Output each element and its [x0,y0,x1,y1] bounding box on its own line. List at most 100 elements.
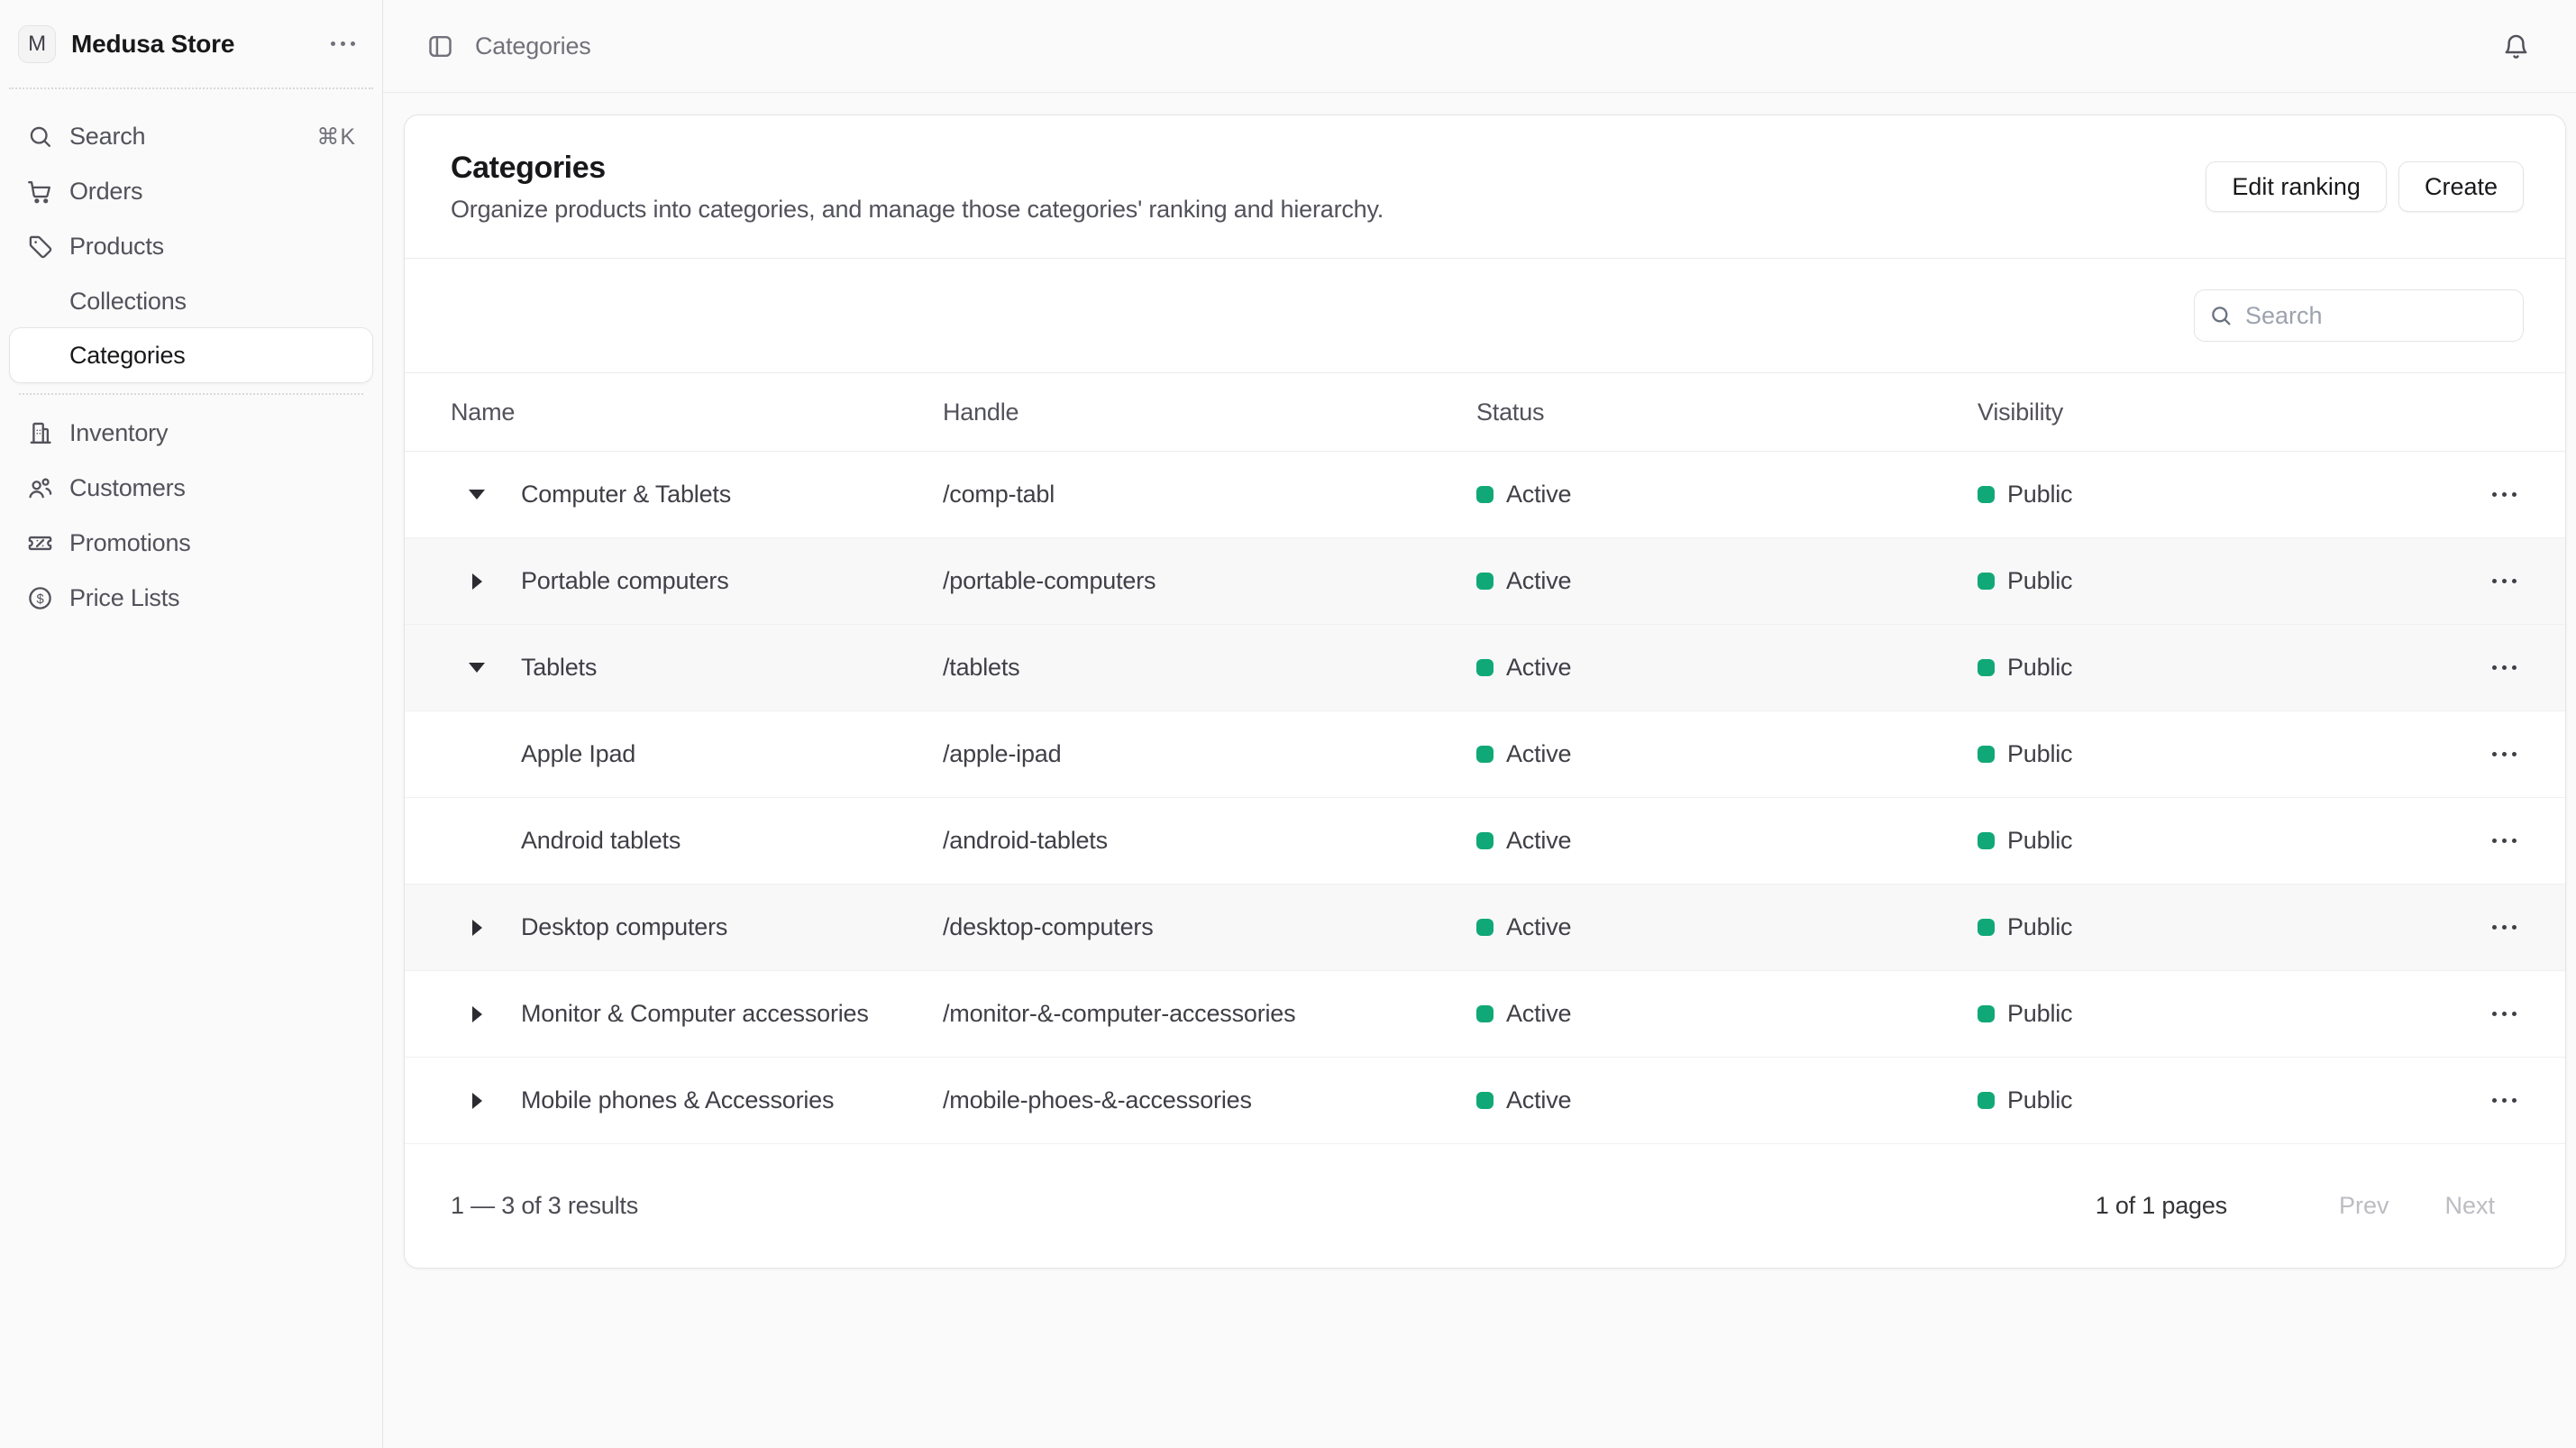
triangle-right-icon [471,1005,482,1022]
actions-cell [2430,741,2565,767]
row-actions-button[interactable] [2485,914,2524,940]
row-actions-button[interactable] [2485,568,2524,594]
triangle-down-icon [469,663,485,673]
visibility-cell: Public [1978,827,2430,855]
sidebar-item-promotions[interactable]: Promotions [10,516,372,571]
category-name-cell: Apple Ipad [405,740,943,768]
table-search[interactable] [2194,289,2524,342]
status-cell: Active [1476,1086,1978,1114]
notifications-button[interactable] [2496,26,2536,67]
row-actions-button[interactable] [2485,1087,2524,1113]
table-header: Name Handle Status Visibility [405,373,2565,452]
status-dot-icon [1476,1092,1494,1109]
store-avatar: M [18,24,56,63]
edit-ranking-button[interactable]: Edit ranking [2206,161,2387,212]
status-dot-icon [1476,919,1494,936]
ellipsis-dot [2512,665,2517,670]
sidebar-item-inventory[interactable]: Inventory [10,406,372,461]
status-dot-icon [1476,573,1494,590]
sidebar-divider [9,87,373,89]
store-header[interactable]: M Medusa Store [0,0,382,87]
expand-toggle-button[interactable] [467,663,487,673]
prev-page-button[interactable]: Prev [2338,1192,2389,1219]
search-icon [30,126,50,147]
visibility-cell: Public [1978,1086,2430,1114]
sidebar-item-customers[interactable]: Customers [10,461,372,516]
ellipsis-dot [2512,925,2517,930]
ellipsis-dot [341,41,345,46]
table-row[interactable]: Desktop computers/desktop-computers Activ… [405,884,2565,971]
visibility-cell: Public [1978,567,2430,595]
ellipsis-dot [2502,1012,2507,1016]
ellipsis-dot [2502,839,2507,843]
status-cell: Active [1476,827,1978,855]
sidebar-toggle-button[interactable] [420,26,461,67]
row-actions-button[interactable] [2485,828,2524,854]
table-row[interactable]: Portable computers/portable-computers Act… [405,538,2565,625]
ellipsis-dot [2492,492,2497,497]
status-label: Active [1506,913,1572,940]
status-label: Active [1506,654,1572,681]
sidebar-divider [19,393,363,395]
category-name: Desktop computers [521,913,728,940]
expand-toggle-button[interactable] [467,490,487,499]
visibility-dot-icon [1978,1005,1995,1022]
content: Categories Organize products into catego… [383,93,2576,1448]
row-actions-button[interactable] [2485,481,2524,508]
sidebar-item-categories[interactable]: Categories [10,328,372,382]
visibility-cell: Public [1978,481,2430,509]
sidebar-item-label: Categories [69,341,186,369]
row-actions-button[interactable] [2485,1001,2524,1027]
table-row[interactable]: Android tablets/android-tablets Active Pub… [405,798,2565,884]
triangle-right-icon [471,919,482,936]
table-row[interactable]: Tablets/tablets Active Public [405,625,2565,711]
ellipsis-dot [2502,665,2507,670]
category-handle: /monitor-&-computer-accessories [943,1000,1296,1027]
expand-toggle-button[interactable] [467,919,487,936]
expand-toggle-button[interactable] [467,1092,487,1109]
ellipsis-dot [2492,752,2497,756]
visibility-dot-icon [1978,746,1995,763]
visibility-label: Public [2007,654,2073,681]
create-button[interactable]: Create [2398,161,2524,212]
ellipsis-dot [351,41,355,46]
search-input[interactable] [2245,301,2509,330]
table-row[interactable]: Mobile phones & Accessories/mobile-phoes… [405,1058,2565,1144]
sidebar-item-orders[interactable]: Orders [10,164,372,219]
row-actions-button[interactable] [2485,741,2524,767]
price-list-icon: $ [29,587,51,609]
svg-text:$: $ [37,592,45,607]
table-body: Computer & Tablets/comp-tabl Active Public… [405,452,2565,1144]
sidebar-item-products[interactable]: Products [10,219,372,274]
page-description: Organize products into categories, and m… [451,195,1384,223]
store-menu-button[interactable] [325,32,361,55]
ellipsis-dot [2512,1098,2517,1103]
next-page-button[interactable]: Next [2444,1192,2495,1219]
category-name-cell: Computer & Tablets [405,481,943,509]
status-dot-icon [1476,746,1494,763]
table-row[interactable]: Computer & Tablets/comp-tabl Active Public [405,452,2565,538]
category-handle: /apple-ipad [943,740,1062,767]
visibility-dot-icon [1978,1092,1995,1109]
category-name: Monitor & Computer accessories [521,1000,869,1027]
table-row[interactable]: Monitor & Computer accessories/monitor-&… [405,971,2565,1058]
status-cell: Active [1476,740,1978,768]
visibility-dot-icon [1978,659,1995,676]
sidebar-item-search[interactable]: Search ⌘K [10,109,372,164]
category-name-cell: Monitor & Computer accessories [405,1000,943,1028]
sidebar-item-collections[interactable]: Collections [10,274,372,328]
ellipsis-dot [2492,1012,2497,1016]
actions-cell [2430,568,2565,594]
triangle-down-icon [469,490,485,499]
expand-toggle-button[interactable] [467,1005,487,1022]
table-row[interactable]: Apple Ipad/apple-ipad Active Public [405,711,2565,798]
visibility-cell: Public [1978,654,2430,682]
status-label: Active [1506,827,1572,854]
category-handle: /desktop-computers [943,913,1154,940]
ellipsis-dot [2502,1098,2507,1103]
row-actions-button[interactable] [2485,655,2524,681]
ellipsis-dot [2502,579,2507,583]
sidebar-item-price-lists[interactable]: $ Price Lists [10,571,372,626]
search-icon [2212,307,2231,325]
expand-toggle-button[interactable] [467,573,487,590]
